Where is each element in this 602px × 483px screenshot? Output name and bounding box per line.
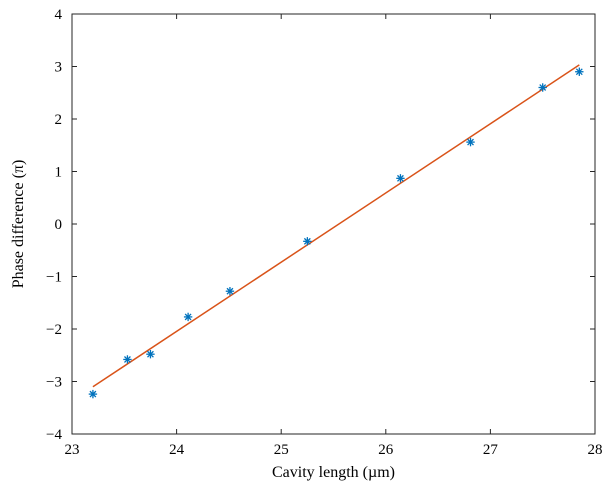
- data-point: [303, 237, 312, 246]
- y-tick-label: 1: [55, 165, 63, 181]
- y-axis-ticks: −4 −3 −2 −1 0 1 2 3 4: [46, 7, 595, 443]
- fit-line: [92, 64, 580, 388]
- data-point: [183, 312, 193, 322]
- x-tick-label: 27: [483, 442, 499, 458]
- y-tick-label: −2: [46, 322, 62, 338]
- x-tick-label: 26: [378, 442, 394, 458]
- x-tick-label: 23: [65, 442, 80, 458]
- x-tick-label: 25: [274, 442, 289, 458]
- y-axis-label: Phase difference (π): [10, 160, 27, 289]
- y-tick-label: −3: [46, 375, 62, 391]
- x-axis-label: Cavity length (µm): [272, 464, 395, 481]
- x-tick-label: 28: [588, 442, 602, 458]
- data-point: [88, 389, 98, 399]
- data-point: [123, 355, 132, 364]
- y-tick-label: 3: [55, 60, 63, 76]
- y-tick-label: 4: [55, 7, 63, 23]
- data-point: [466, 137, 475, 147]
- y-tick-label: 2: [55, 112, 63, 128]
- data-point: [146, 350, 155, 359]
- data-point: [575, 67, 584, 76]
- y-tick-label: 0: [55, 217, 63, 233]
- fit-line-layer: [92, 64, 580, 388]
- x-axis-ticks: 23 24 25 26 27 28: [65, 14, 602, 458]
- data-point: [225, 287, 235, 296]
- y-tick-label: −4: [46, 427, 62, 443]
- y-tick-label: −1: [46, 270, 62, 286]
- data-point: [538, 83, 547, 92]
- data-point: [396, 174, 405, 183]
- x-tick-label: 24: [169, 442, 185, 458]
- data-points-layer: [88, 67, 584, 399]
- plot-area: [71, 13, 596, 435]
